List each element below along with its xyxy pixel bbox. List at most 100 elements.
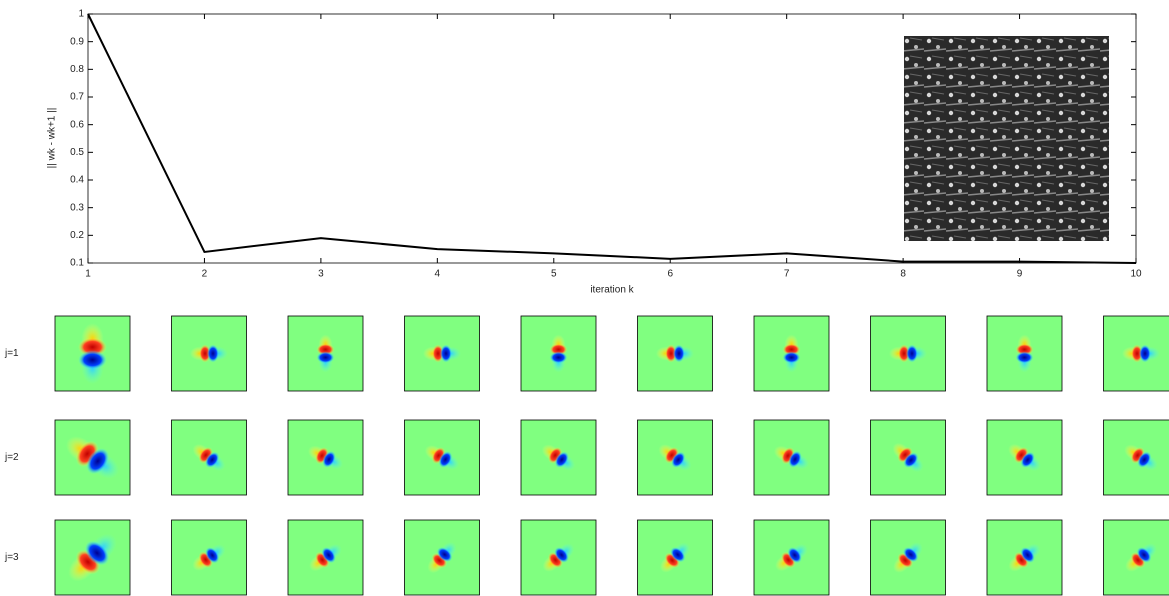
line	[87, 13, 1137, 264]
filter-image	[870, 315, 946, 392]
filter-image	[171, 419, 247, 496]
filter-blobs	[308, 445, 343, 470]
filter-image	[404, 519, 480, 596]
filter-blobs	[78, 323, 107, 384]
filter-image	[520, 419, 597, 496]
filter-blobs	[658, 444, 692, 471]
blob	[84, 540, 110, 566]
y-tick-label: 0.3	[70, 202, 84, 213]
blob	[205, 451, 220, 468]
blob	[670, 547, 686, 563]
filter-image	[171, 519, 247, 596]
x-tick-label: 9	[1017, 269, 1023, 280]
y-tick-label: 0.6	[70, 119, 84, 130]
row-label: j=3	[4, 552, 19, 563]
blob	[436, 547, 453, 562]
row-label: j=2	[4, 452, 19, 463]
filter-image	[753, 315, 830, 392]
blob	[1136, 547, 1152, 563]
blob	[906, 344, 918, 363]
y-tick-label: 0.7	[70, 92, 84, 103]
y-tick-label: 0.1	[70, 258, 84, 269]
blob	[549, 351, 568, 364]
blob	[787, 547, 802, 564]
x-axis-label: iteration k	[590, 285, 634, 296]
blob	[1137, 451, 1152, 468]
filter-image	[54, 519, 131, 596]
filter-blobs	[427, 541, 457, 574]
filter-image	[404, 419, 480, 496]
filter-blobs	[542, 543, 575, 572]
blob	[788, 450, 802, 468]
y-tick-label: 0.2	[70, 230, 84, 241]
filter-blobs	[66, 436, 119, 479]
blob	[782, 351, 801, 364]
filter-blobs	[1008, 443, 1041, 472]
filter-blobs	[889, 344, 927, 363]
filter-image	[404, 315, 480, 392]
blob	[440, 344, 452, 363]
filter-blobs	[892, 442, 924, 473]
filter-blobs	[1122, 344, 1160, 363]
filter-bg	[287, 519, 364, 596]
blob	[1020, 451, 1035, 468]
filter-blobs	[1124, 444, 1158, 471]
filter-image	[637, 419, 713, 496]
blob	[78, 350, 107, 370]
filter-image	[986, 315, 1063, 392]
filter-blobs	[782, 334, 801, 373]
blob	[86, 448, 110, 475]
blob	[1015, 351, 1034, 364]
filter-image	[54, 419, 131, 496]
filter-blobs	[775, 543, 808, 572]
blob	[902, 547, 919, 563]
filter-blobs	[656, 344, 694, 363]
filter-image	[520, 315, 597, 392]
filter-blobs	[1125, 543, 1157, 572]
filter-image	[637, 519, 713, 596]
filter-blobs	[893, 542, 923, 573]
filter-image	[520, 519, 597, 596]
filter-image	[753, 519, 830, 596]
filter-blobs	[1008, 543, 1041, 572]
filter-image	[287, 419, 364, 496]
x-tick-label: 2	[202, 269, 208, 280]
filter-image	[287, 519, 364, 596]
y-axis-label: || wk - wk+1 ||	[47, 108, 58, 169]
x-tick-label: 6	[667, 269, 673, 280]
blob	[316, 351, 335, 364]
filter-image	[287, 315, 364, 392]
filter-blobs	[549, 334, 568, 373]
blob	[1139, 344, 1151, 363]
inset-image	[904, 36, 1109, 241]
blob	[207, 344, 219, 363]
filter-image	[637, 315, 713, 392]
blob	[903, 452, 919, 468]
x-tick-label: 10	[1130, 269, 1142, 280]
y-tick-label: 0.4	[70, 175, 84, 186]
filter-blobs	[660, 542, 690, 573]
y-tick-label: 1	[78, 9, 84, 20]
filter-blobs	[192, 544, 226, 571]
filter-image	[986, 419, 1063, 496]
filter-blobs	[541, 444, 576, 471]
filter-image	[870, 519, 946, 596]
row-label: j=1	[4, 348, 19, 359]
blob	[673, 344, 685, 363]
filter-image	[1103, 315, 1169, 392]
x-tick-label: 1	[85, 269, 91, 280]
y-tick-label: 0.8	[70, 64, 84, 75]
blob	[321, 547, 336, 564]
filter-image	[1103, 519, 1169, 596]
filter-image	[171, 315, 247, 392]
blob	[322, 450, 336, 468]
filter-blobs	[68, 533, 117, 582]
filter-blobs	[309, 543, 342, 572]
x-tick-label: 7	[784, 269, 790, 280]
filter-blobs	[424, 445, 460, 470]
x-tick-label: 3	[318, 269, 324, 280]
y-tick-label: 0.9	[70, 36, 84, 47]
filter-image	[986, 519, 1063, 596]
blob	[1020, 547, 1035, 563]
